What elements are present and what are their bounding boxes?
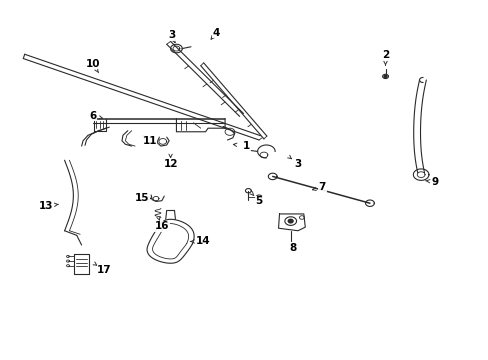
Text: 9: 9	[430, 177, 438, 187]
Text: 5: 5	[255, 197, 262, 206]
Text: 12: 12	[163, 159, 178, 169]
Text: 2: 2	[381, 50, 388, 60]
Text: 17: 17	[97, 265, 112, 275]
Text: 1: 1	[243, 141, 250, 151]
Text: 14: 14	[196, 237, 210, 247]
Polygon shape	[287, 219, 292, 223]
Text: 4: 4	[212, 28, 220, 38]
Text: 8: 8	[289, 243, 296, 253]
Text: 3: 3	[167, 30, 175, 40]
Text: 11: 11	[142, 136, 157, 146]
Text: 15: 15	[135, 193, 149, 203]
Text: 3: 3	[294, 159, 301, 169]
Text: 7: 7	[318, 182, 325, 192]
Text: 16: 16	[154, 221, 169, 231]
Polygon shape	[383, 75, 386, 77]
Text: 13: 13	[39, 201, 53, 211]
Text: 10: 10	[85, 59, 100, 69]
Text: 6: 6	[89, 111, 96, 121]
